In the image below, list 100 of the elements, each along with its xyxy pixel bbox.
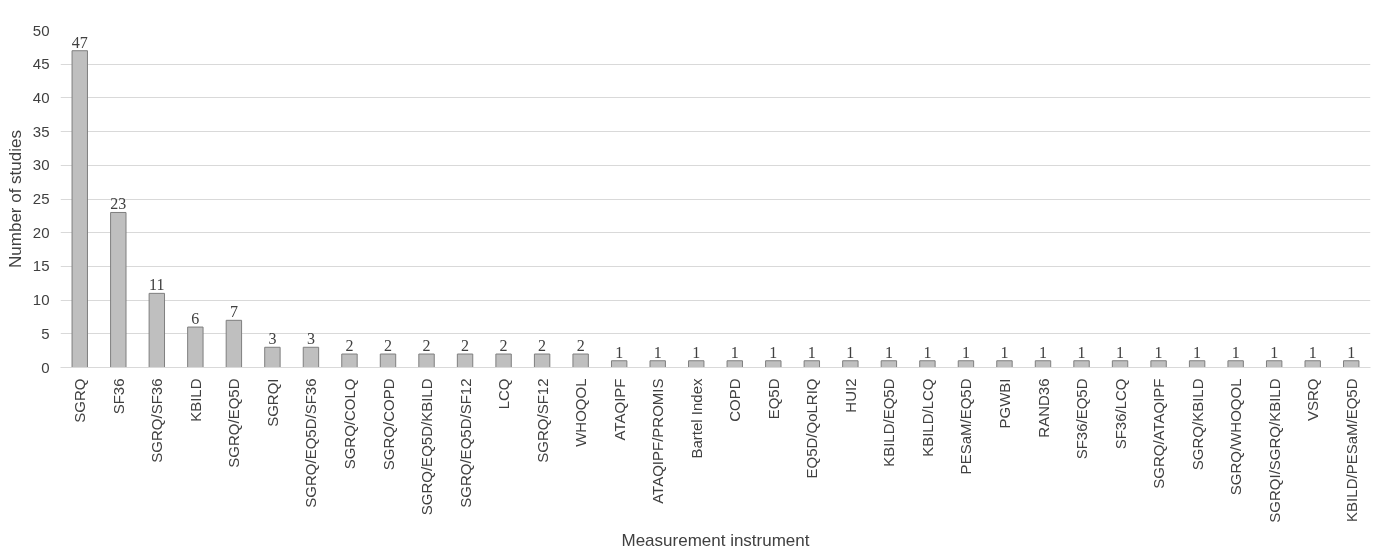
x-tick-label: SGRQ/COPD [379,378,397,471]
y-tick-label: 25 [32,190,50,207]
data-label: 1 [1039,343,1047,361]
bar [572,353,589,368]
data-label: 1 [769,343,778,361]
x-tick-label: KBILD/PESaM/EQ5D [1342,378,1360,522]
bar [842,360,859,368]
data-label: 1 [730,343,739,361]
bar [1265,360,1283,368]
bar [533,353,551,368]
x-axis-title: Measurement instrument [621,530,810,550]
data-label: 1 [1000,343,1009,361]
y-tick-label: 45 [32,55,50,73]
bar [1150,360,1167,368]
data-label: 2 [345,337,354,355]
x-tick-label: PESaM/EQ5D [957,378,975,475]
x-tick-label: SF36/EQ5D [1073,378,1091,460]
data-label: 11 [149,276,165,294]
y-tick-label: 20 [32,223,50,241]
x-tick-label: SGRQ/EQ5D [225,378,243,468]
data-label: 1 [1154,343,1163,361]
data-label: 1 [1116,343,1125,361]
bar [302,346,320,368]
bar [495,353,512,368]
data-label: 1 [846,343,855,361]
x-tick-label: RAND36 [1034,378,1052,438]
data-label: 1 [1347,343,1356,361]
x-tick-label: HUI2 [841,378,859,413]
x-tick-label: SGRQ/COLQ [340,378,358,470]
x-tick-label: WHOQOL [572,378,590,447]
y-tick-label: 35 [32,122,50,140]
data-label: 2 [461,337,470,355]
x-tick-label: ATAQIPF [610,378,628,441]
data-label: 2 [384,337,392,355]
bar [1073,360,1090,368]
x-tick-label: SGRQ/KBILD [1188,378,1206,471]
bar [688,360,705,368]
data-label: 2 [499,337,508,355]
bar [765,360,782,368]
data-label: 1 [1308,343,1317,361]
x-tick-label: LCQ [495,378,513,410]
y-tick-label: 10 [32,291,50,309]
bar [996,360,1013,368]
data-label: 2 [538,337,547,355]
bar [957,360,975,368]
x-tick-label: SF36/LCQ [1111,378,1129,450]
bar [1343,360,1360,368]
bar [726,360,743,368]
bar [1227,360,1244,368]
y-axis-title: Number of studies [5,130,25,268]
x-tick-label: SF36 [109,378,127,415]
bar [110,211,127,368]
x-tick-label: COPD [726,378,744,422]
y-tick-label: 50 [32,21,50,39]
bar [1304,360,1321,368]
x-tick-label: EQ5D/QoLRIQ [803,378,821,479]
x-tick-label: ATAQIPF/PROMIS [649,378,667,504]
x-tick-label: Bartel Index [687,378,705,459]
x-tick-label: SGRQ/EQ5D/SF12 [456,378,474,508]
x-tick-label: SGRQ/EQ5D/SF36 [302,378,320,508]
bar [456,353,474,368]
data-label: 1 [615,343,624,361]
x-tick-label: SGRQ/EQ5D/KBILD [418,378,436,516]
data-label: 3 [306,330,315,348]
y-tick-label: 0 [41,358,50,376]
data-label: 3 [268,330,277,348]
data-label: 1 [807,343,816,361]
x-tick-label: KBILD/LCQ [918,378,936,457]
x-tick-label: SGRQI/SGRQ/KBILD [1265,378,1283,523]
bar [1111,360,1129,368]
y-tick-label: 15 [32,257,50,275]
data-label: 1 [692,343,701,361]
bar [880,360,898,368]
data-label: 1 [923,343,932,361]
y-tick-label: 5 [41,324,50,342]
bar [225,319,243,368]
bar [1188,360,1206,368]
bar [919,360,936,368]
y-tick-label: 40 [32,88,50,106]
x-tick-label: SGRQI [263,378,281,427]
bar [379,353,397,368]
bar [803,360,821,368]
data-label: 1 [1270,343,1279,361]
bar [264,346,281,368]
data-label: 1 [1193,343,1202,361]
data-label: 6 [191,310,200,328]
bar [418,353,435,368]
data-label: 2 [576,337,585,355]
data-label: 2 [422,337,431,355]
x-tick-label: VSRQ [1304,378,1322,422]
data-label: 1 [1077,343,1086,361]
x-tick-label: PGWBI [995,378,1013,429]
x-tick-label: SGRQ [71,378,89,423]
y-tick-label: 30 [32,156,50,174]
x-tick-label: KBILD [186,378,204,422]
x-tick-label: SGRQ/ATAQIPF [1150,378,1168,489]
bar [610,360,628,368]
data-label: 7 [229,303,238,321]
data-label: 47 [71,33,88,51]
data-label: 23 [110,195,127,213]
